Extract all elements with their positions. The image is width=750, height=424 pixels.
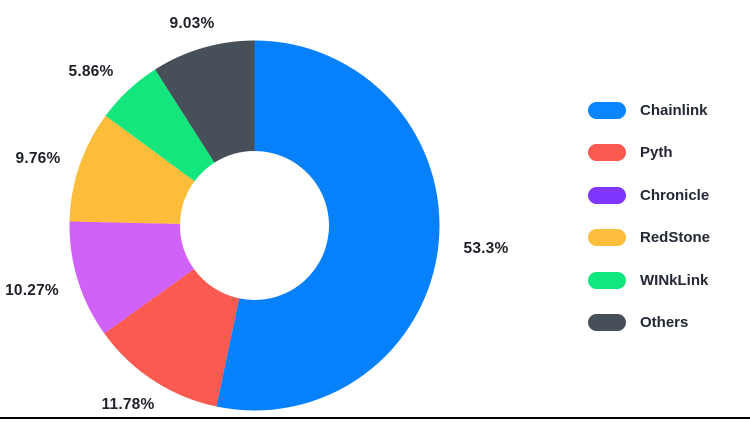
slice-label-chronicle: 10.27% — [5, 282, 59, 299]
legend-label: Others — [640, 313, 689, 331]
slice-label-pyth: 11.78% — [101, 396, 155, 413]
legend-swatch-icon — [588, 313, 626, 331]
legend-label: Chronicle — [640, 186, 710, 204]
legend-item-chronicle: Chronicle — [588, 186, 710, 204]
legend-label: Pyth — [640, 144, 673, 162]
pie-slice-redstone — [69, 115, 195, 224]
legend-item-winklink: WINkLink — [588, 271, 710, 289]
slice-label-others: 9.03% — [169, 15, 215, 32]
legend-swatch-icon — [588, 102, 626, 119]
legend-swatch-icon — [588, 271, 626, 289]
legend-label: WINkLink — [640, 271, 709, 289]
chart-legend: Chainlink Pyth Chronicle RedStone WINkLink Ot… — [588, 102, 710, 356]
legend-item-redstone: RedStone — [588, 229, 711, 247]
slice-label-redstone: 9.76% — [15, 150, 61, 167]
pie-slice-chainlink — [216, 40, 440, 411]
pie-slice-chronicle — [69, 221, 195, 334]
bottom-divider — [0, 416, 750, 419]
legend-item-others: Others — [588, 313, 710, 331]
pie-slice-others — [155, 40, 255, 163]
slice-label-chainlink: 53.3% — [463, 240, 509, 257]
legend-item-pyth: Pyth — [588, 144, 710, 162]
pie-slice-winklink — [105, 69, 215, 182]
slice-label-winklink: 5.86% — [68, 63, 114, 80]
legend-label: RedStone — [640, 229, 711, 247]
legend-swatch-icon — [588, 144, 626, 162]
legend-swatch-icon — [588, 186, 626, 204]
legend-swatch-icon — [588, 229, 626, 247]
pie-slice-pyth — [104, 268, 240, 407]
legend-label: Chainlink — [640, 102, 708, 119]
legend-item-chainlink: Chainlink — [588, 102, 710, 119]
